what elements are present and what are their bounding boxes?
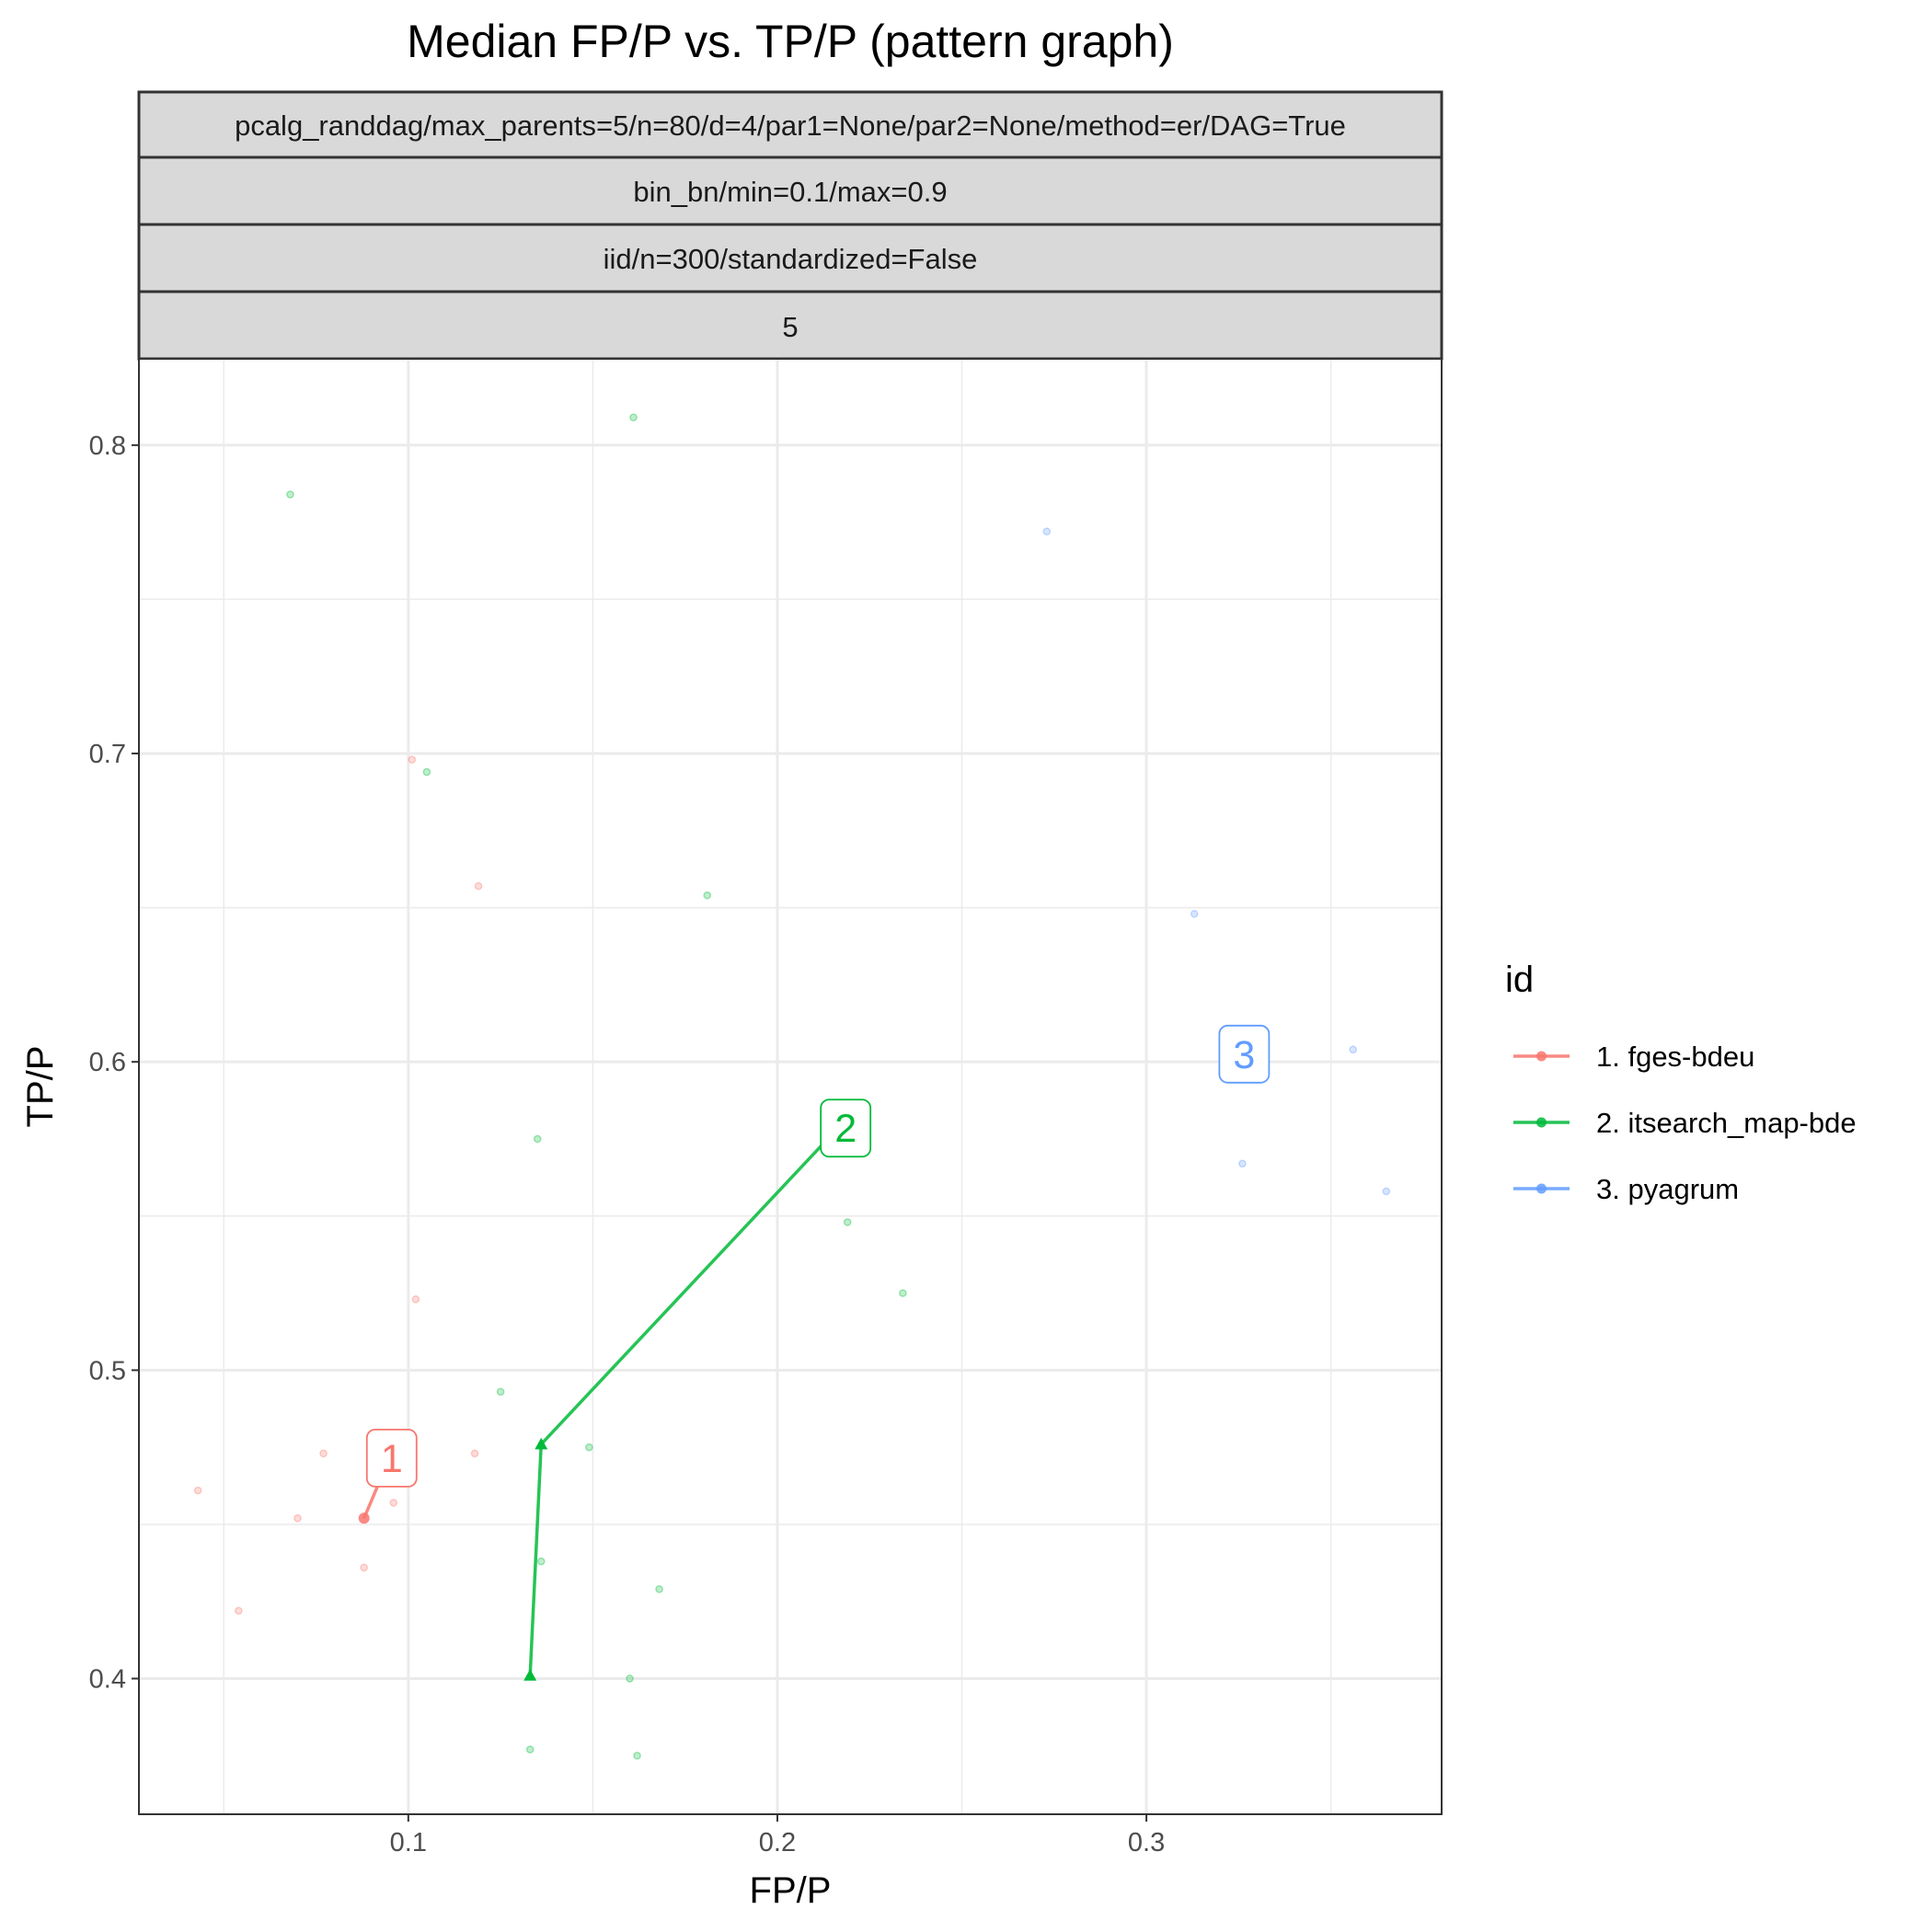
series-3-point — [1190, 909, 1199, 918]
y-tick-label: 0.4 — [89, 1665, 126, 1695]
series-2-point — [496, 1387, 505, 1397]
series-2-path-marker — [535, 1437, 548, 1450]
series-1-point — [360, 1563, 369, 1572]
chart-title: Median FP/P vs. TP/P (pattern graph) — [407, 16, 1174, 67]
y-tick-label: 0.8 — [89, 431, 126, 461]
facet-strips: pcalg_randdag/max_parents=5/n=80/d=4/par… — [137, 90, 1443, 361]
series-2-point — [585, 1443, 593, 1452]
y-tick-label: 0.6 — [89, 1048, 126, 1077]
y-axis: 0.4 0.5 0.6 0.7 0.8 — [89, 431, 139, 1695]
series-1-point — [411, 1294, 420, 1304]
series-1-point — [474, 881, 483, 891]
legend-key-point-3 — [1536, 1183, 1547, 1194]
series-2-point — [286, 490, 294, 499]
series-1-callout-label: 1 — [381, 1437, 403, 1481]
legend-title: id — [1505, 960, 1534, 1000]
series-2-point — [703, 891, 712, 900]
x-axis: 0.1 0.2 0.3 — [390, 1814, 1165, 1857]
y-tick-label: 0.7 — [89, 740, 126, 769]
minor-gridlines — [139, 359, 1442, 1814]
facet-strip-4: 5 — [137, 290, 1443, 361]
legend: id 1. fges-bdeu 2. itsearch_map-bde 3. pya… — [1505, 960, 1857, 1205]
raw-points — [193, 413, 1391, 1760]
series-3-callout-box — [1218, 1024, 1271, 1084]
facet-strip-label-2: bin_bn/min=0.1/max=0.9 — [633, 176, 947, 208]
series-callouts: 1 2 3 — [365, 1024, 1271, 1488]
series-2-point — [843, 1218, 852, 1226]
legend-key-point-2 — [1536, 1117, 1547, 1128]
series-2-point — [536, 1557, 546, 1566]
series-1-point — [193, 1486, 202, 1495]
facet-strip-1: pcalg_randdag/max_parents=5/n=80/d=4/par… — [137, 90, 1443, 159]
legend-label-1: 1. fges-bdeu — [1596, 1041, 1754, 1073]
series-2-point — [633, 1751, 641, 1760]
series-1-point — [470, 1449, 479, 1458]
series-3-point — [1382, 1187, 1391, 1196]
panel-background — [139, 359, 1442, 1814]
plot-panel: 1 2 3 — [138, 358, 1443, 1815]
series-3-point — [1238, 1159, 1247, 1168]
series-2-point — [533, 1134, 542, 1144]
series-3-callout-label: 3 — [1233, 1033, 1255, 1077]
series-2-point — [629, 413, 638, 422]
legend-label-2: 2. itsearch_map-bde — [1596, 1107, 1857, 1139]
legend-key-point-1 — [1536, 1051, 1547, 1062]
x-tick-label: 0.2 — [759, 1828, 796, 1857]
series-2-point — [525, 1745, 535, 1754]
major-gridlines — [139, 359, 1442, 1814]
x-axis-title: FP/P — [750, 1870, 832, 1911]
x-tick-label: 0.3 — [1128, 1828, 1165, 1857]
series-1-callout-box — [365, 1428, 418, 1488]
series-3-point — [1042, 527, 1052, 536]
facet-strip-3: iid/n=300/standardized=False — [137, 223, 1443, 293]
series-1-path-marker — [358, 1512, 370, 1524]
y-axis-title: TP/P — [20, 1046, 61, 1128]
legend-label-3: 3. pyagrum — [1596, 1173, 1739, 1205]
facet-strip-label-1: pcalg_randdag/max_parents=5/n=80/d=4/par… — [235, 109, 1346, 142]
series-1-point — [408, 755, 417, 765]
y-tick-label: 0.5 — [89, 1356, 126, 1386]
series-3-point — [1349, 1045, 1358, 1054]
series-1-point — [319, 1449, 328, 1458]
facet-strip-label-3: iid/n=300/standardized=False — [604, 243, 978, 275]
series-2-callout-label: 2 — [834, 1107, 857, 1151]
panel-border — [138, 358, 1443, 1815]
series-2-point — [898, 1289, 907, 1297]
series-2-point — [655, 1584, 663, 1593]
series-2-point — [626, 1674, 634, 1683]
facet-strip-2: bin_bn/min=0.1/max=0.9 — [137, 155, 1443, 226]
facet-strip-label-4: 5 — [782, 311, 798, 343]
x-tick-label: 0.1 — [390, 1828, 427, 1857]
series-1-point — [293, 1513, 302, 1523]
series-2-callout-box — [820, 1098, 872, 1158]
legend-entries: 1. fges-bdeu 2. itsearch_map-bde 3. pyagru… — [1513, 1041, 1857, 1205]
series-1-point — [389, 1499, 398, 1507]
series-1-point — [234, 1606, 243, 1616]
series-2-path-marker — [523, 1669, 537, 1681]
series-2-point — [422, 767, 431, 776]
